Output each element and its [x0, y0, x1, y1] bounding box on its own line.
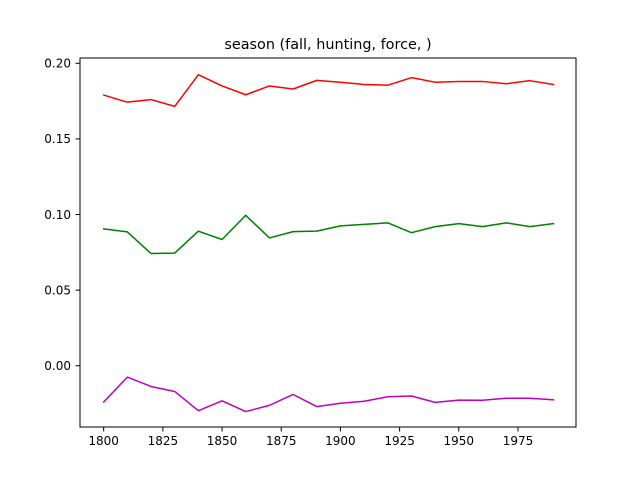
plot-frame [79, 57, 577, 428]
x-tick-label: 1800 [88, 434, 119, 448]
x-tick-label: 1900 [325, 434, 356, 448]
series-layer [102, 73, 555, 413]
series-line-2 [102, 214, 555, 255]
x-tick-label: 1950 [444, 434, 475, 448]
chart-title: season (fall, hunting, force, ) [224, 37, 431, 53]
x-axis: 1800 1825 1850 1875 1900 1925 1950 1975 [88, 427, 533, 448]
y-axis: 0.00 0.05 0.10 0.15 0.20 [44, 57, 80, 373]
x-tick-label: 1975 [503, 434, 534, 448]
series-line-1 [102, 73, 555, 108]
x-tick-label: 1850 [207, 434, 238, 448]
x-tick-label: 1825 [148, 434, 179, 448]
y-tick-label: 0.20 [44, 57, 71, 71]
x-tick-label: 1925 [384, 434, 415, 448]
y-tick-label: 0.05 [44, 283, 71, 297]
y-tick-label: 0.10 [44, 208, 71, 222]
y-tick-label: 0.00 [44, 359, 71, 373]
y-tick-label: 0.15 [44, 132, 71, 146]
series-line-3 [102, 376, 555, 413]
x-tick-label: 1875 [266, 434, 297, 448]
